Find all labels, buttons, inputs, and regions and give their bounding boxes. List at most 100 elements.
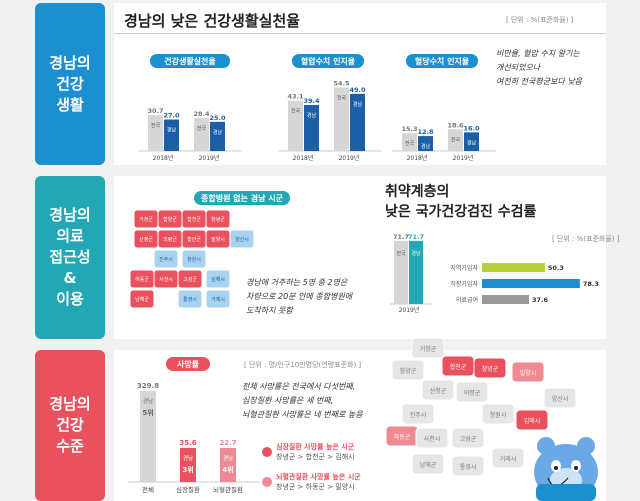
map-region-label: 김해시 <box>524 417 541 425</box>
map-region <box>515 409 549 431</box>
map-region-label: 사천시 <box>159 276 173 283</box>
bar-series-label: 전국 <box>405 140 415 147</box>
map-region-label: 하동군 <box>394 433 411 441</box>
side-label-line: 이용 <box>56 290 84 308</box>
bar-value: 30.7 <box>147 107 163 115</box>
map-region <box>411 337 445 359</box>
map-region <box>473 357 507 379</box>
bar-series-label: 전국 <box>291 108 301 115</box>
side-label-health-level: 경남의 건강 수준 <box>35 350 105 501</box>
panel-health-life: 경남의 낮은 건강생활실천율 [ 단위 : %(표준화율) ] 건강생활실천율 … <box>114 3 606 165</box>
map-region <box>543 387 577 409</box>
map-region <box>229 229 255 249</box>
map-region <box>491 447 525 469</box>
chart-checkup-groups: 지역가입자 50.3 직장가입자 78.3 의료급여 37.6 <box>450 263 599 304</box>
section3-note: 전체 사망률은 전국에서 다섯번째, 심장질환 사망률은 세 번째, 뇌혈관질환… <box>242 382 363 419</box>
side-label-line: & <box>63 269 77 287</box>
map-region-label: 거제시 <box>211 296 225 303</box>
bar-value: 54.5 <box>333 79 350 87</box>
side-label-line: 접근성 <box>49 248 91 266</box>
side-label-line: 의료 <box>56 227 84 245</box>
side-label-medical-access: 경남의 의료 접근성 & 이용 <box>35 176 105 339</box>
bar-경남 <box>418 136 433 151</box>
category-label: 심장질환 <box>176 485 200 494</box>
map-region-label: 남해군 <box>135 296 149 303</box>
bar-경남 <box>350 93 365 151</box>
bar-value: 71.7 <box>408 233 424 241</box>
map-region-label: 합천군 <box>187 216 201 223</box>
bar-value: 71.7 <box>393 233 409 241</box>
side-label-line: 수준 <box>56 437 84 455</box>
bar-value: 43.1 <box>287 93 304 101</box>
category-label: 2019년 <box>339 154 360 162</box>
legend-cerebro: 뇌혈관질환 사망률 높은 시군 창녕군 > 하동군 > 밀양시 <box>262 472 361 492</box>
map-region-label: 함양군 <box>163 216 177 223</box>
map-region-label: 거창군 <box>139 216 153 223</box>
map-region-label: 통영시 <box>183 296 197 303</box>
section3-unit: [ 단위 : 명/인구10만명당(연령표준화) ] <box>244 361 362 369</box>
bar-전국 <box>148 115 163 151</box>
side-label-line: 건강 <box>56 416 84 434</box>
category-label: 2019년 <box>199 154 220 162</box>
bar-전국 <box>394 240 408 304</box>
bar-rank: 5위 <box>142 408 153 417</box>
map-region <box>177 289 203 309</box>
map-region-label: 고성군 <box>460 435 477 443</box>
bar-value: 18.6 <box>447 121 464 129</box>
bar-region-label: 경남 <box>223 454 233 462</box>
side-label-line: 건강 <box>56 74 84 93</box>
bar-series-label: 경남 <box>213 129 223 136</box>
section2-title: 취약계층의 낮은 국가건강검진 수검률 <box>385 184 537 220</box>
bear-mascot <box>534 437 598 501</box>
bar-value: 78.3 <box>583 280 599 288</box>
bar-region-label: 경남 <box>183 454 193 462</box>
map-region-label: 양산시 <box>552 395 569 403</box>
bar-series-label: 전국 <box>337 94 347 101</box>
bar-series-label: 전국 <box>451 136 461 143</box>
map-region-label: 사천시 <box>424 435 441 443</box>
map-region <box>451 427 485 449</box>
bar-경남 <box>464 132 479 151</box>
bar-region-label: 경남 <box>143 397 153 405</box>
bar <box>482 279 580 288</box>
map-region-label: 의령군 <box>163 236 177 243</box>
map-region <box>205 269 231 289</box>
map-region <box>411 453 445 475</box>
bar-series-label: 경남 <box>307 112 317 119</box>
bar-series-label: 경남 <box>411 250 421 257</box>
map-region-label: 밀양시 <box>211 236 225 243</box>
bar-value: 15.3 <box>401 125 417 133</box>
bar-value: 16.0 <box>463 124 480 132</box>
map-region-label: 남해군 <box>420 461 437 469</box>
side-label-line: 생활 <box>56 95 84 114</box>
map-region-label: 거창군 <box>420 345 437 353</box>
bar-value: 329.8 <box>137 382 159 390</box>
category-label: 2019년 <box>399 306 420 314</box>
bar-series-label: 경남 <box>167 127 177 134</box>
map-region <box>181 249 207 269</box>
bar-value: 35.6 <box>179 439 196 447</box>
chart-checkup-total: 71.7 전국 71.7 경남 2019년 <box>390 233 432 314</box>
bar-series-label: 전국 <box>197 125 207 132</box>
map-region-label: 의령군 <box>464 389 481 397</box>
bar-경남 <box>304 105 319 151</box>
map-region <box>401 403 435 425</box>
bar-전국 <box>334 87 349 151</box>
category-label: 직장가입자 <box>450 280 478 288</box>
map-region-label: 양산시 <box>235 236 249 243</box>
section1-unit: [ 단위 : %(표준화율) ] <box>506 16 574 24</box>
map-region <box>205 209 231 229</box>
bar <box>140 390 156 482</box>
bar-value: 25.0 <box>209 114 226 122</box>
map-region-label: 통영시 <box>460 463 477 471</box>
bar-series-label: 경남 <box>353 101 363 108</box>
bar-경남 <box>164 119 179 151</box>
legend-heart: 심장질환 사망률 높은 시군 창녕군 > 합천군 > 김해시 <box>262 442 355 462</box>
category-label: 뇌혈관질환 <box>213 485 243 494</box>
bar <box>482 263 545 272</box>
map-region-label: 김해시 <box>211 276 225 283</box>
